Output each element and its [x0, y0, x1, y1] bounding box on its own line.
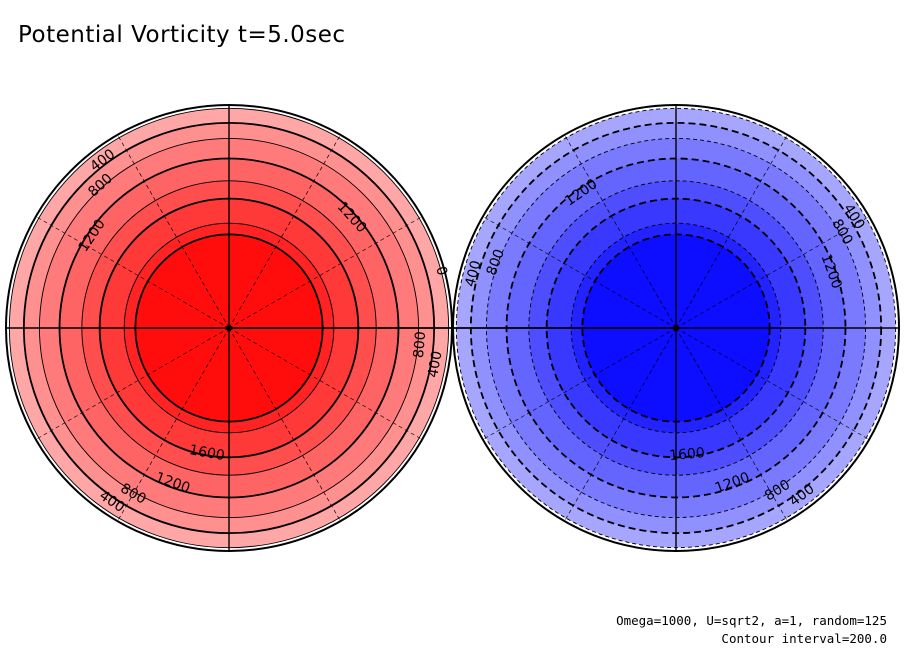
meridian-line — [482, 216, 677, 329]
meridian-line — [564, 134, 677, 329]
contour-label: 1600 — [188, 442, 226, 464]
meridian-line — [117, 134, 230, 329]
meridian-line — [228, 134, 341, 329]
meridian-line — [35, 327, 230, 440]
contour-interval-caption: Contour interval=200.0 — [721, 631, 887, 646]
meridian-line — [675, 327, 788, 522]
meridian-line — [675, 327, 870, 440]
meridian-line — [228, 327, 423, 440]
contour-label: 400 — [425, 350, 445, 379]
contour-label: 1600 — [669, 445, 706, 464]
meridian-line — [482, 327, 677, 440]
meridian-line — [117, 327, 230, 522]
meridian-line — [675, 216, 870, 329]
contour-label: 0 — [432, 265, 450, 278]
parameters-caption: Omega=1000, U=sqrt2, a=1, random=125 — [616, 613, 887, 628]
meridian-line — [675, 134, 788, 329]
chart-title: Potential Vorticity t=5.0sec — [18, 22, 346, 48]
meridian-line — [228, 327, 341, 522]
meridian-line — [564, 327, 677, 522]
meridian-line — [228, 216, 423, 329]
contour-label: 800 — [411, 331, 429, 359]
contour-label: 400 — [462, 259, 484, 289]
meridian-line — [35, 216, 230, 329]
